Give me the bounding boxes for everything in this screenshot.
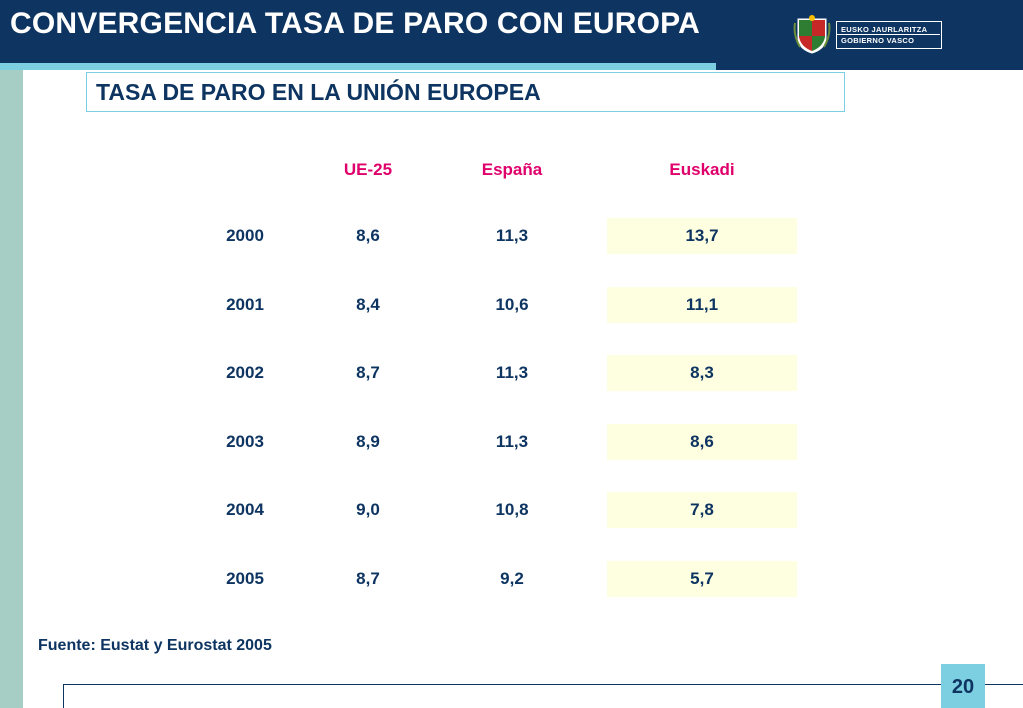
year-cell: 2003 [226,432,264,451]
espana-cell: 11,3 [495,432,529,451]
footer-frame-line [63,684,941,708]
table-row: 2001 8,4 10,6 11,1 [0,287,1023,323]
table-row: 2004 9,0 10,8 7,8 [0,492,1023,528]
gobierno-vasco-logo: EUSKO JAURLARITZA GOBIERNO VASCO [792,13,948,55]
euskadi-cell: 8,3 [607,355,797,391]
header-accent-stripe [0,63,716,70]
euskadi-cell: 11,1 [607,287,797,323]
espana-cell: 11,3 [495,226,529,245]
page-title: CONVERGENCIA TASA DE PARO CON EUROPA [10,7,701,40]
header-dark-stripe [716,63,1023,70]
page-number-badge: 20 [941,664,985,708]
ue25-cell: 8,4 [356,295,380,314]
logo-divider [837,34,940,35]
year-cell: 2004 [226,500,264,519]
column-header-ue25: UE-25 [343,160,393,179]
ue25-cell: 8,7 [356,569,380,588]
logo-line-basque: EUSKO JAURLARITZA [841,25,928,34]
header-bar: CONVERGENCIA TASA DE PARO CON EUROPA EUS… [0,0,1023,63]
ue25-cell: 8,9 [356,432,380,451]
ue25-cell: 9,0 [356,500,380,519]
euskadi-cell: 5,7 [607,561,797,597]
year-cell: 2001 [226,295,264,314]
table-row: 2005 8,7 9,2 5,7 [0,561,1023,597]
euskadi-cell: 8,6 [607,424,797,460]
table-row: 2003 8,9 11,3 8,6 [0,424,1023,460]
source-note: Fuente: Eustat y Eurostat 2005 [38,637,272,654]
ue25-cell: 8,7 [356,363,380,382]
logo-line-spanish: GOBIERNO VASCO [841,36,915,45]
euskadi-cell: 13,7 [607,218,797,254]
table-row: 2000 8,6 11,3 13,7 [0,218,1023,254]
footer-line-right [985,684,1023,685]
year-cell: 2000 [226,226,264,245]
espana-cell: 9,2 [500,569,524,588]
column-header-euskadi: Euskadi [669,160,735,179]
coat-of-arms-icon [793,15,831,54]
espana-cell: 10,8 [495,500,529,519]
table-row: 2002 8,7 11,3 8,3 [0,355,1023,391]
espana-cell: 10,6 [495,295,529,314]
euskadi-cell: 7,8 [607,492,797,528]
year-cell: 2002 [226,363,264,382]
left-sidebar-bar [0,70,23,708]
ue25-cell: 8,6 [356,226,380,245]
logo-text-box: EUSKO JAURLARITZA GOBIERNO VASCO [836,21,942,49]
page-number: 20 [951,676,975,698]
subtitle-box: TASA DE PARO EN LA UNIÓN EUROPEA [86,72,845,112]
year-cell: 2005 [226,569,264,588]
subtitle: TASA DE PARO EN LA UNIÓN EUROPEA [96,79,541,105]
espana-cell: 11,3 [495,363,529,382]
column-header-espana: España [481,160,543,179]
